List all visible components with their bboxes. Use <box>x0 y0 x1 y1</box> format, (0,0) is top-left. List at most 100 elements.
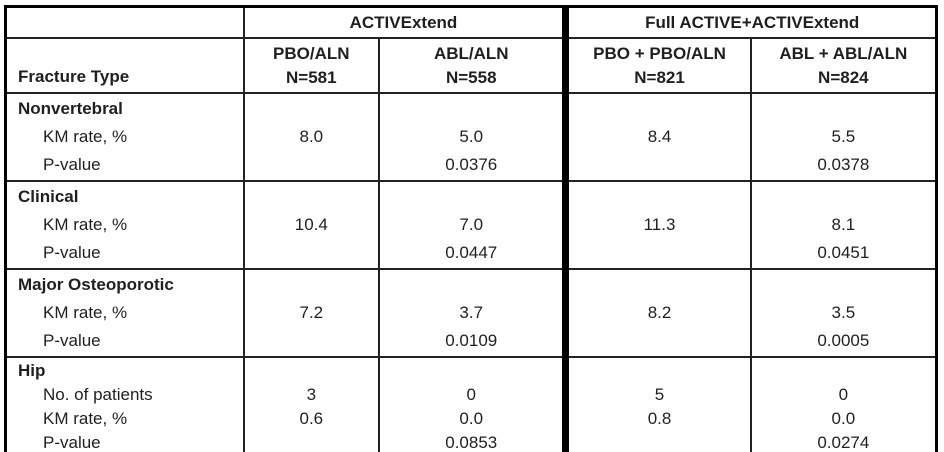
cell-value <box>573 327 749 355</box>
cell-value: 5 <box>654 385 665 404</box>
table-cell: 5 0.8 <box>562 356 752 452</box>
cell-value: 0.0005 <box>817 331 870 350</box>
metric-label: KM rate, % <box>43 215 128 234</box>
corner-cell <box>4 5 245 39</box>
metric-label: P-value <box>43 331 101 350</box>
group-header-row: ACTIVExtend Full ACTIVE+ACTIVExtend <box>4 5 938 39</box>
cell-value <box>573 431 749 452</box>
cell-value: 0 <box>838 385 849 404</box>
section-label-cell: Nonvertebral KM rate, % P-value <box>4 92 245 182</box>
section-spacer <box>381 359 562 383</box>
section-name: Clinical <box>18 187 79 206</box>
cell-value: 8.0 <box>299 127 324 146</box>
section-row-hip: Hip No. of patients KM rate, % P-value 3… <box>4 356 938 452</box>
table-cell: 8.2 <box>562 268 752 358</box>
cell-value: 5.5 <box>831 127 856 146</box>
cell-value <box>246 239 378 267</box>
section-spacer <box>246 95 378 123</box>
cell-value: 5.0 <box>459 127 484 146</box>
table-cell: 8.0 <box>242 92 381 182</box>
cell-value: 7.2 <box>299 303 324 322</box>
section-label-cell: Hip No. of patients KM rate, % P-value <box>4 356 245 452</box>
column-header-pbo-pbo-aln: PBO + PBO/ALN N=821 <box>562 37 752 94</box>
cell-value: 0.6 <box>299 409 324 428</box>
cell-value: 0.8 <box>647 409 672 428</box>
cell-value <box>573 151 749 179</box>
column-n-label: N=824 <box>818 67 869 87</box>
column-header-row: Fracture Type PBO/ALN N=581 ABL/ALN N=55… <box>4 37 938 94</box>
cell-value: 3.5 <box>831 303 856 322</box>
section-label-cell: Major Osteoporotic KM rate, % P-value <box>4 268 245 358</box>
metric-label: KM rate, % <box>43 409 128 428</box>
column-arm-label: PBO + PBO/ALN <box>593 43 726 63</box>
cell-value: 8.2 <box>647 303 672 322</box>
section-spacer <box>753 271 935 299</box>
section-spacer <box>246 359 378 383</box>
metric-label: P-value <box>43 243 101 262</box>
column-n-label: N=558 <box>445 67 497 87</box>
section-spacer <box>753 359 935 383</box>
cell-value: 0.0109 <box>445 331 498 350</box>
cell-value: 10.4 <box>294 215 328 234</box>
metric-label: P-value <box>43 433 101 452</box>
section-row-nonvertebral: Nonvertebral KM rate, % P-value 8.0 5.0 … <box>4 92 938 182</box>
section-spacer <box>753 95 935 123</box>
cell-value: 3 <box>306 385 317 404</box>
cell-value: 0.0853 <box>445 433 498 452</box>
table-cell: 7.2 <box>242 268 381 358</box>
cell-value <box>573 239 749 267</box>
cell-value <box>246 431 378 452</box>
table-cell: 8.4 <box>562 92 752 182</box>
section-name: Major Osteoporotic <box>18 275 174 294</box>
table-cell: 7.0 0.0447 <box>378 180 567 270</box>
table-cell: 5.0 0.0376 <box>378 92 567 182</box>
table-cell: 11.3 <box>562 180 752 270</box>
section-label-cell: Clinical KM rate, % P-value <box>4 180 245 270</box>
table-cell: 3 0.6 <box>242 356 381 452</box>
column-arm-label: ABL/ALN <box>433 43 509 63</box>
row-header-fracture-type: Fracture Type <box>4 37 245 94</box>
metric-label: KM rate, % <box>43 303 128 322</box>
column-header-abl-abl-aln: ABL + ABL/ALN N=824 <box>749 37 938 94</box>
column-n-label: N=821 <box>634 67 685 87</box>
column-header-pbo-aln: PBO/ALN N=581 <box>242 37 381 94</box>
cell-value: 8.1 <box>831 215 856 234</box>
section-spacer <box>573 271 749 299</box>
table-cell: 0 0.0 0.0274 <box>749 356 938 452</box>
cell-value: 0.0451 <box>817 243 870 262</box>
cell-value: 7.0 <box>459 215 484 234</box>
cell-value: 8.4 <box>647 127 672 146</box>
cell-value: 0.0 <box>831 409 856 428</box>
section-spacer <box>381 95 562 123</box>
cell-value: 3.7 <box>459 303 484 322</box>
section-spacer <box>246 271 378 299</box>
section-spacer <box>753 183 935 211</box>
cell-value <box>246 327 378 355</box>
section-name: Hip <box>18 361 46 380</box>
cell-value: 0.0376 <box>445 155 498 174</box>
column-arm-label: PBO/ALN <box>273 43 350 63</box>
table-cell: 0 0.0 0.0853 <box>378 356 567 452</box>
cell-value: 11.3 <box>643 215 676 234</box>
column-header-abl-aln: ABL/ALN N=558 <box>378 37 567 94</box>
section-name: Nonvertebral <box>18 99 123 118</box>
table-cell: 8.1 0.0451 <box>749 180 938 270</box>
table-cell: 5.5 0.0378 <box>749 92 938 182</box>
table-cell: 3.5 0.0005 <box>749 268 938 358</box>
section-spacer <box>573 183 749 211</box>
cell-value: 0.0 <box>459 409 484 428</box>
section-spacer <box>573 359 749 383</box>
table-cell: 10.4 <box>242 180 381 270</box>
group-header-activextend: ACTIVExtend <box>242 5 567 39</box>
metric-label: KM rate, % <box>43 127 128 146</box>
fracture-incidence-table: ACTIVExtend Full ACTIVE+ACTIVExtend Frac… <box>4 5 938 452</box>
cell-value: 0.0274 <box>817 433 870 452</box>
cell-value: 0 <box>466 385 476 404</box>
column-arm-label: ABL + ABL/ALN <box>779 43 908 63</box>
section-spacer <box>381 271 562 299</box>
section-row-major-osteoporotic: Major Osteoporotic KM rate, % P-value 7.… <box>4 268 938 358</box>
cell-value: 0.0447 <box>445 243 498 262</box>
cell-value <box>246 151 378 179</box>
column-n-label: N=581 <box>286 67 337 87</box>
section-spacer <box>381 183 562 211</box>
